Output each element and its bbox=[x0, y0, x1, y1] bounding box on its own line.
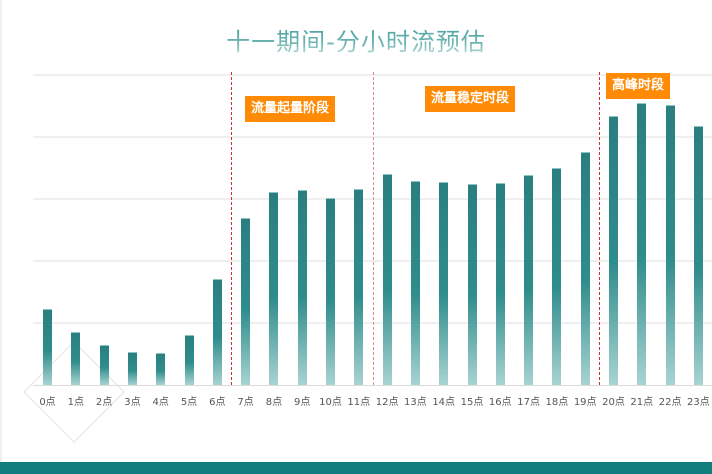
phase-divider bbox=[599, 72, 601, 385]
bar-19[interactable] bbox=[580, 151, 590, 385]
x-tick-label: 11点 bbox=[347, 397, 371, 408]
x-tick-label: 23点 bbox=[687, 397, 710, 408]
bar-23[interactable] bbox=[693, 125, 703, 385]
phase-label-2: 高峰时段 bbox=[606, 73, 671, 99]
x-tick-label: 5点 bbox=[180, 397, 198, 408]
bar-1[interactable] bbox=[71, 332, 81, 385]
bar-7[interactable] bbox=[241, 218, 251, 385]
bar-20[interactable] bbox=[609, 115, 618, 385]
x-tick-label: 13点 bbox=[404, 397, 427, 408]
x-tick-label: 19点 bbox=[573, 397, 597, 408]
phase-divider bbox=[372, 72, 374, 385]
gridline bbox=[33, 260, 712, 262]
x-tick-label: 8点 bbox=[265, 397, 283, 408]
bar-9[interactable] bbox=[297, 189, 307, 385]
gridline bbox=[33, 322, 712, 324]
chart-plot-area: 0点 1点 2点 3点 4点 5点 6点 7点 8点 9点 10点 11点 12点 13点 14点 15点 16… bbox=[33, 0, 712, 474]
x-tick-label: 10点 bbox=[319, 397, 342, 408]
bar-12[interactable] bbox=[382, 174, 392, 385]
x-tick-label: 20点 bbox=[602, 397, 625, 408]
x-tick-label: 18点 bbox=[545, 397, 569, 408]
x-tick-label: 15点 bbox=[460, 397, 484, 408]
x-tick-label: 1点 bbox=[67, 397, 84, 408]
x-tick-label: 14点 bbox=[432, 397, 456, 408]
x-tick-label: 4点 bbox=[152, 397, 169, 408]
gridline bbox=[33, 74, 712, 76]
x-tick-label: 9点 bbox=[294, 397, 311, 408]
bar-0[interactable] bbox=[43, 308, 52, 385]
bar-14[interactable] bbox=[439, 182, 449, 385]
bar-16[interactable] bbox=[495, 182, 505, 385]
bar-10[interactable] bbox=[326, 197, 335, 385]
bar-2[interactable] bbox=[99, 344, 109, 385]
bar-18[interactable] bbox=[552, 168, 562, 385]
bar-13[interactable] bbox=[410, 181, 420, 385]
bar-11[interactable] bbox=[354, 189, 364, 385]
bar-8[interactable] bbox=[269, 192, 279, 385]
x-tick-label: 0点 bbox=[39, 397, 56, 408]
bar-22[interactable] bbox=[665, 104, 675, 385]
chart-title: 十一期间-分小时流预估 bbox=[0, 22, 712, 57]
bar-17[interactable] bbox=[524, 174, 534, 385]
bar-6[interactable] bbox=[212, 278, 222, 385]
x-tick-label: 3点 bbox=[124, 397, 141, 408]
bar-4[interactable] bbox=[156, 352, 166, 385]
x-tick-label: 12点 bbox=[375, 397, 399, 408]
gridline bbox=[33, 136, 712, 138]
footer-bar bbox=[0, 462, 712, 474]
x-axis-line bbox=[33, 385, 712, 386]
x-tick-label: 22点 bbox=[658, 397, 682, 408]
bar-15[interactable] bbox=[467, 184, 477, 385]
x-tick-label: 2点 bbox=[95, 397, 113, 408]
x-tick-label: 16点 bbox=[488, 397, 512, 408]
phase-label-0: 流量起量阶段 bbox=[245, 96, 336, 122]
x-tick-label: 17点 bbox=[517, 397, 540, 408]
x-tick-label: 7点 bbox=[237, 397, 254, 408]
gridline bbox=[33, 198, 712, 200]
bar-3[interactable] bbox=[127, 352, 137, 385]
bar-21[interactable] bbox=[637, 102, 647, 385]
bar-5[interactable] bbox=[184, 334, 194, 385]
x-tick-label: 21点 bbox=[630, 397, 654, 408]
left-edge bbox=[0, 0, 2, 462]
phase-label-1: 流量稳定时段 bbox=[425, 86, 516, 112]
x-tick-label: 6点 bbox=[209, 397, 226, 408]
phase-divider bbox=[231, 72, 233, 385]
